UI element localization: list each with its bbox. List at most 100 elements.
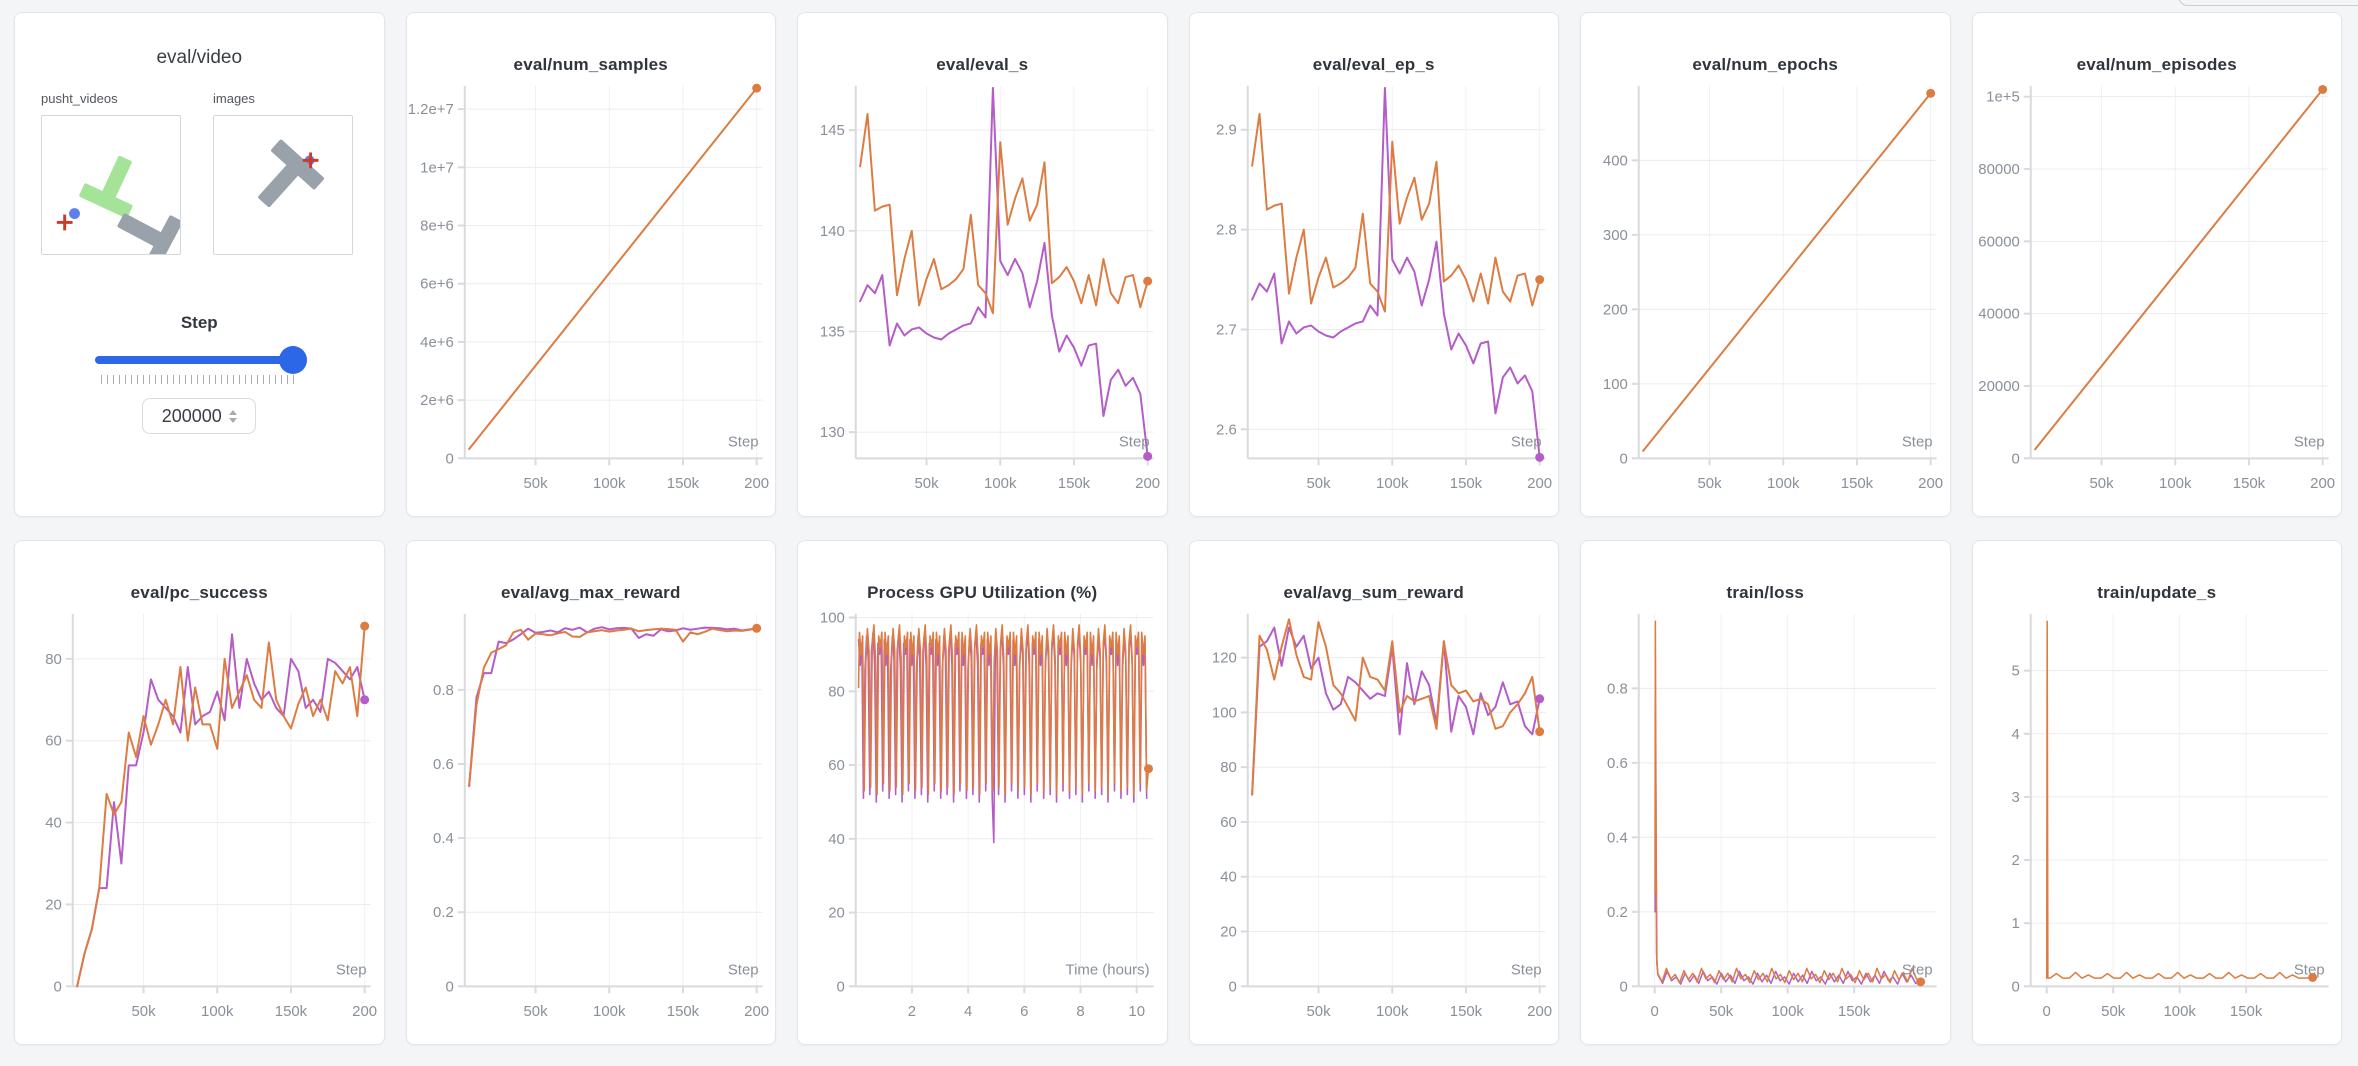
svg-text:4: 4 <box>964 1003 972 1020</box>
svg-text:0: 0 <box>836 978 844 995</box>
svg-text:145: 145 <box>820 122 845 139</box>
svg-text:50k: 50k <box>2089 475 2114 492</box>
increment-icon[interactable] <box>228 409 237 415</box>
svg-text:Time (hours): Time (hours) <box>1066 961 1150 978</box>
svg-text:200: 200 <box>1527 475 1552 492</box>
panel-title: eval/video <box>156 47 243 68</box>
images-scene-graphic <box>258 139 324 208</box>
chart-eval-avg-max-reward[interactable]: 50k 100k 150k 200 0 0.2 0.4 0.6 0.8 Step <box>407 605 776 1033</box>
chart-title: eval/pc_success <box>130 583 268 602</box>
svg-text:0: 0 <box>1619 450 1627 467</box>
svg-text:60: 60 <box>45 733 62 750</box>
svg-text:Step: Step <box>1510 433 1541 450</box>
svg-text:60: 60 <box>828 757 845 774</box>
svg-text:0.4: 0.4 <box>433 830 454 847</box>
panel-eval-pc-success: eval/pc_success 50k 100k 150k 200 0 20 40 60 80 St… <box>14 540 385 1045</box>
media-label: images <box>213 91 255 106</box>
svg-text:8: 8 <box>1076 1003 1084 1020</box>
chart-title: train/update_s <box>2097 583 2217 602</box>
svg-text:140: 140 <box>820 223 845 240</box>
svg-text:150k: 150k <box>2232 475 2265 492</box>
svg-text:20: 20 <box>828 905 845 922</box>
svg-text:150k: 150k <box>275 1003 308 1020</box>
svg-text:60: 60 <box>1220 814 1237 831</box>
step-slider[interactable] <box>95 346 308 374</box>
svg-text:2.6: 2.6 <box>1216 421 1237 438</box>
svg-text:40: 40 <box>1220 869 1237 886</box>
chart-eval-pc-success[interactable]: 50k 100k 150k 200 0 20 40 60 80 Step <box>15 605 384 1033</box>
chart-train-loss[interactable]: 0 50k 100k 150k 0 0.2 0.4 0.6 0.8 Step <box>1581 605 1950 1033</box>
images-thumbnail[interactable] <box>213 115 353 255</box>
svg-text:Step: Step <box>2293 433 2324 450</box>
stepper-arrows[interactable] <box>228 409 237 423</box>
svg-text:4: 4 <box>2011 726 2019 743</box>
svg-text:200: 200 <box>352 1003 377 1020</box>
svg-text:50k: 50k <box>1709 1003 1734 1020</box>
slider-track[interactable] <box>95 356 304 364</box>
svg-text:4e+6: 4e+6 <box>420 334 454 351</box>
svg-text:100: 100 <box>1211 704 1236 721</box>
panel-train-update-s: train/update_s 0 50k 100k 150k 0 1 2 3 4 5 Step <box>1971 540 2342 1045</box>
svg-text:80: 80 <box>45 651 62 668</box>
chart-eval-num-epochs[interactable]: 50k 100k 150k 200 0 100 200 300 400 Step <box>1581 77 1950 505</box>
svg-text:50k: 50k <box>914 475 939 492</box>
chart-title: eval/num_epochs <box>1692 55 1839 74</box>
svg-text:0.2: 0.2 <box>433 904 454 921</box>
svg-text:2.7: 2.7 <box>1216 321 1237 338</box>
svg-text:200: 200 <box>2310 475 2335 492</box>
svg-text:200: 200 <box>1135 475 1160 492</box>
chart-title: eval/avg_max_reward <box>500 583 681 602</box>
svg-text:200: 200 <box>1918 475 1943 492</box>
svg-text:0: 0 <box>2011 978 2019 995</box>
svg-text:100k: 100k <box>984 475 1017 492</box>
step-slider-label: Step <box>180 313 218 332</box>
svg-text:80: 80 <box>828 683 845 700</box>
svg-text:20000: 20000 <box>1978 378 2020 395</box>
svg-text:2.8: 2.8 <box>1216 222 1237 239</box>
svg-text:150k: 150k <box>666 1003 699 1020</box>
slider-knob[interactable] <box>279 346 308 374</box>
svg-text:2: 2 <box>2011 852 2019 869</box>
svg-text:150k: 150k <box>666 475 699 492</box>
svg-text:0: 0 <box>1228 978 1236 995</box>
svg-text:2e+6: 2e+6 <box>420 392 454 409</box>
chart-eval-eval-ep-s[interactable]: 50k 100k 150k 200 2.6 2.7 2.8 2.9 Step <box>1190 77 1559 505</box>
svg-text:150k: 150k <box>1058 475 1091 492</box>
svg-text:10: 10 <box>1128 1003 1145 1020</box>
chart-eval-num-episodes[interactable]: 50k 100k 150k 200 0 20000 40000 60000 80000 1e+5 S… <box>1973 77 2342 505</box>
panel-eval-avg-max-reward: eval/avg_max_reward 50k 100k 150k 200 0 0.2 0.4… <box>405 540 776 1045</box>
panel-eval-num-episodes: eval/num_episodes 50k 100k 150k 200 0 20000 400… <box>1971 12 2342 517</box>
panel-eval-eval-s: eval/eval_s 50k 100k 150k 200 130 135 140 145 Ste… <box>797 12 1168 517</box>
svg-text:0: 0 <box>2011 450 2019 467</box>
step-input[interactable]: 200000 <box>142 398 257 434</box>
svg-text:200: 200 <box>744 475 769 492</box>
svg-text:1.2e+7: 1.2e+7 <box>407 101 453 118</box>
svg-text:150k: 150k <box>1449 1003 1482 1020</box>
svg-text:3: 3 <box>2011 789 2019 806</box>
svg-text:0.6: 0.6 <box>433 756 454 773</box>
panel-eval-eval-ep-s: eval/eval_ep_s 50k 100k 150k 200 2.6 2.7 2.8 2.9… <box>1188 12 1559 517</box>
svg-text:50k: 50k <box>523 475 548 492</box>
svg-text:Step: Step <box>1119 433 1150 450</box>
svg-text:Step: Step <box>2293 961 2324 978</box>
svg-text:40: 40 <box>45 815 62 832</box>
svg-text:0.4: 0.4 <box>1607 829 1628 846</box>
svg-text:100k: 100k <box>2163 1003 2196 1020</box>
slider-tick-ruler <box>101 375 298 384</box>
chart-eval-avg-sum-reward[interactable]: 50k 100k 150k 200 0 20 40 60 80 100 120 Step <box>1190 605 1559 1033</box>
panel-process-gpu-utilization: Process GPU Utilization (%) 2 4 6 8 10 0 20 40 60… <box>797 540 1168 1045</box>
chart-eval-num-samples[interactable]: 50k 100k 150k 200 0 2e+6 4e+6 6e+6 8e+6 1e+7 1.2e+… <box>407 77 776 505</box>
chart-title: eval/avg_sum_reward <box>1283 583 1464 602</box>
svg-text:8e+6: 8e+6 <box>420 217 454 234</box>
chart-title: eval/num_episodes <box>2076 55 2237 74</box>
decrement-icon[interactable] <box>228 417 237 423</box>
chart-train-update-s[interactable]: 0 50k 100k 150k 0 1 2 3 4 5 Step <box>1973 605 2342 1033</box>
svg-text:0.6: 0.6 <box>1607 755 1628 772</box>
svg-text:0: 0 <box>1619 978 1627 995</box>
chart-eval-eval-s[interactable]: 50k 100k 150k 200 130 135 140 145 Step <box>798 77 1167 505</box>
pusht-video-thumbnail[interactable] <box>41 115 183 270</box>
panel-eval-num-epochs: eval/num_epochs 50k 100k 150k 200 0 100 200 300 4… <box>1580 12 1951 517</box>
svg-text:20: 20 <box>1220 924 1237 941</box>
